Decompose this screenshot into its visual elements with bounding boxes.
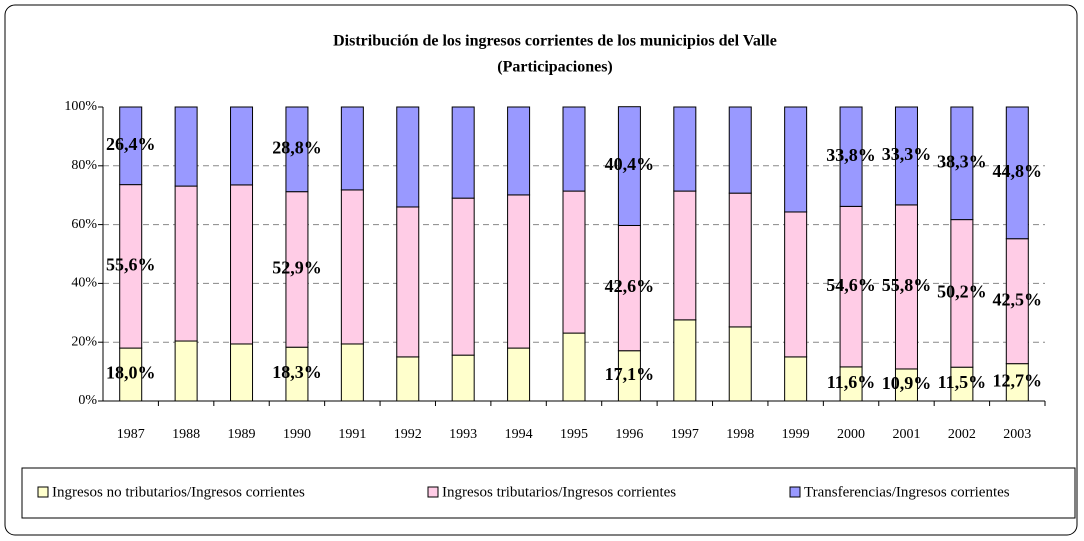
legend-swatch [427, 486, 439, 498]
bar-segment [728, 106, 752, 194]
bar-segment [673, 190, 697, 321]
value-label: 11,6% [827, 372, 876, 392]
bar-segment [396, 106, 420, 208]
value-label: 55,8% [882, 275, 932, 295]
y-tick-label: 60% [71, 217, 97, 232]
bar-segment [230, 184, 254, 345]
bar-segment [507, 194, 531, 349]
value-label: 44,8% [993, 161, 1043, 181]
bar-segment [784, 211, 808, 358]
value-label: 11,5% [938, 372, 987, 392]
legend-swatch [789, 486, 801, 498]
value-label: 54,6% [826, 275, 876, 295]
legend-label: Ingresos no tributarios/Ingresos corrien… [52, 484, 305, 500]
value-label: 42,6% [605, 276, 655, 296]
x-tick-label: 2002 [948, 427, 976, 442]
x-tick-label: 2003 [1003, 427, 1031, 442]
x-tick-label: 1988 [172, 427, 200, 442]
x-tick-label: 1996 [615, 427, 643, 442]
x-tick-label: 1993 [449, 427, 477, 442]
bar-segment [1005, 106, 1029, 240]
bar-segment [230, 106, 254, 186]
bar-segment [728, 192, 752, 328]
bar-segment [673, 106, 697, 192]
value-label: 42,5% [993, 289, 1043, 309]
x-tick-label: 2000 [837, 427, 865, 442]
bar-segment [340, 343, 364, 402]
bar-segment [507, 106, 531, 196]
bar-segment [174, 340, 198, 402]
chart-frame [4, 4, 1078, 536]
x-tick-label: 1989 [228, 427, 256, 442]
value-label: 18,0% [106, 363, 156, 383]
bar-segment [562, 332, 586, 402]
x-tick-label: 1992 [394, 427, 422, 442]
x-tick-label: 1994 [505, 427, 533, 442]
y-tick-label: 40% [71, 276, 97, 291]
bar-segment [451, 197, 475, 356]
value-label: 52,9% [272, 258, 322, 278]
bar-segment [950, 106, 974, 221]
bar-segment [507, 347, 531, 402]
value-label: 55,6% [106, 254, 156, 274]
value-label: 33,3% [882, 144, 932, 164]
bar-segment [451, 354, 475, 402]
bar-segment [396, 356, 420, 402]
value-label: 33,8% [826, 145, 876, 165]
chart-subtitle: (Participaciones) [497, 59, 613, 76]
bar-segment [562, 106, 586, 192]
value-label: 17,1% [605, 364, 655, 384]
y-tick-label: 20% [71, 334, 97, 349]
chart-title: Distribución de los ingresos corrientes … [333, 33, 777, 50]
x-tick-label: 1997 [671, 427, 699, 442]
bar-segment [340, 189, 364, 345]
bar-segment [285, 106, 309, 193]
bar-segment [174, 185, 198, 342]
value-label: 12,7% [993, 370, 1043, 390]
bar-segment [340, 106, 364, 191]
x-tick-label: 2001 [892, 427, 920, 442]
bar-segment [617, 106, 641, 226]
bar-segment [894, 106, 918, 206]
value-label: 10,9% [882, 373, 932, 393]
bar-segment [230, 343, 254, 402]
legend-swatch [37, 486, 49, 498]
bar-segment [396, 206, 420, 358]
bar-segment [728, 326, 752, 402]
value-label: 50,2% [937, 282, 987, 302]
y-tick-label: 80% [71, 158, 97, 173]
bar-segment [784, 106, 808, 213]
x-tick-label: 1998 [726, 427, 754, 442]
bar-segment [839, 106, 863, 207]
y-tick-label: 100% [64, 99, 97, 114]
value-label: 18,3% [272, 362, 322, 382]
x-tick-label: 1999 [782, 427, 810, 442]
x-tick-label: 1991 [338, 427, 366, 442]
bar-segment [673, 319, 697, 402]
legend-box [21, 467, 1076, 519]
x-tick-label: 1995 [560, 427, 588, 442]
value-label: 28,8% [272, 137, 322, 157]
bar-segment [174, 106, 198, 187]
bar-segment [119, 106, 143, 186]
bar-segment [451, 106, 475, 199]
bar-segment [784, 356, 808, 402]
x-tick-label: 1987 [117, 427, 145, 442]
value-label: 40,4% [605, 154, 655, 174]
bar-segment [562, 190, 586, 334]
legend-label: Ingresos tributarios/Ingresos corrientes [442, 484, 676, 500]
value-label: 38,3% [937, 151, 987, 171]
legend-label: Transferencias/Ingresos corrientes [804, 484, 1010, 500]
x-tick-label: 1990 [283, 427, 311, 442]
value-label: 26,4% [106, 134, 156, 154]
y-tick-label: 0% [78, 393, 97, 408]
